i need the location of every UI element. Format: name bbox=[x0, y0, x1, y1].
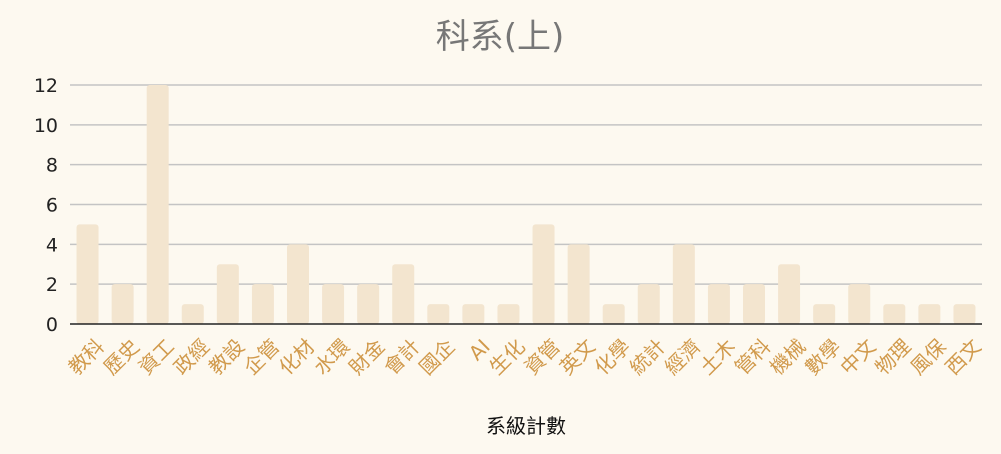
bar bbox=[953, 304, 976, 324]
bar bbox=[918, 304, 941, 324]
x-tick-label: 資工 bbox=[134, 334, 179, 379]
x-tick-label: 土木 bbox=[695, 334, 740, 379]
bar bbox=[567, 244, 590, 324]
bar bbox=[287, 244, 309, 324]
bar bbox=[602, 304, 625, 324]
bar bbox=[427, 304, 450, 324]
bar bbox=[392, 264, 415, 324]
x-tick-label: 國企 bbox=[414, 334, 459, 379]
x-tick-label: 英文 bbox=[555, 334, 600, 379]
bar bbox=[357, 284, 380, 324]
bar bbox=[181, 304, 204, 324]
x-tick-label: 會計 bbox=[379, 334, 424, 379]
x-tick-label: 化材 bbox=[274, 334, 319, 379]
bar bbox=[146, 85, 169, 324]
x-tick-label: 化學 bbox=[590, 334, 635, 379]
x-tick-label: 教設 bbox=[204, 334, 249, 379]
x-tick-label: 物理 bbox=[870, 334, 915, 379]
x-tick-label: 中文 bbox=[835, 334, 880, 379]
chart-title: 科系(上) bbox=[436, 17, 565, 57]
bar bbox=[216, 264, 239, 324]
x-tick-label: 經濟 bbox=[660, 334, 705, 379]
x-tick-label: 管科 bbox=[730, 334, 775, 379]
bar bbox=[76, 224, 99, 324]
x-tick-label: 數學 bbox=[800, 334, 845, 379]
x-axis-label: 系級計數 bbox=[486, 414, 566, 438]
gridlines bbox=[70, 84, 982, 285]
x-tick-label: 歷史 bbox=[99, 334, 144, 379]
y-tick-label: 10 bbox=[34, 115, 58, 137]
bar bbox=[322, 284, 345, 324]
y-axis-tick-labels: 0 2 4 6 8 10 12 bbox=[34, 75, 58, 336]
bar bbox=[637, 284, 660, 324]
y-tick-label: 4 bbox=[46, 234, 58, 256]
x-tick-label: 政經 bbox=[169, 334, 214, 379]
x-tick-label: 財金 bbox=[344, 334, 389, 379]
y-tick-label: 6 bbox=[46, 195, 58, 217]
x-tick-label: 教科 bbox=[64, 334, 109, 379]
bar bbox=[848, 284, 871, 324]
bar bbox=[251, 284, 274, 324]
x-tick-label: 機械 bbox=[765, 334, 810, 379]
bar bbox=[672, 244, 695, 324]
y-tick-label: 8 bbox=[46, 155, 58, 177]
y-tick-label: 0 bbox=[46, 314, 58, 336]
bar bbox=[743, 284, 765, 324]
x-tick-label: 統計 bbox=[625, 334, 670, 379]
x-tick-label: 風保 bbox=[905, 334, 950, 379]
x-tick-label: 資管 bbox=[520, 334, 565, 379]
bar bbox=[778, 264, 801, 324]
bar bbox=[883, 304, 906, 324]
x-tick-label: 企管 bbox=[239, 334, 284, 379]
y-tick-label: 12 bbox=[34, 75, 58, 97]
bar bbox=[462, 304, 485, 324]
bar bbox=[707, 284, 730, 324]
x-tick-label: 西文 bbox=[940, 334, 985, 379]
y-tick-label: 2 bbox=[46, 274, 58, 296]
bar bbox=[497, 304, 520, 324]
x-tick-label: 水環 bbox=[309, 334, 354, 379]
bar bbox=[111, 284, 134, 324]
bars bbox=[76, 85, 976, 324]
x-tick-label: 生化 bbox=[484, 334, 529, 379]
bar bbox=[813, 304, 836, 324]
bar bbox=[532, 224, 555, 324]
